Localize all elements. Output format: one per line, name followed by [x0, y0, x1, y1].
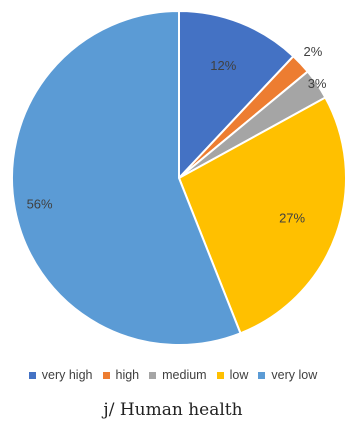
pie-chart: 12% 2% 3% 27% 56%: [11, 9, 346, 346]
legend-label-low: low: [229, 368, 249, 382]
slice-label-high: 2%: [304, 44, 323, 59]
legend-swatch-medium: [149, 371, 157, 379]
pie-slice-low: [177, 96, 346, 335]
legend-item-very-low: very low: [258, 368, 317, 382]
slice-label-low: 27%: [279, 211, 305, 226]
legend-label-high: high: [115, 368, 140, 382]
slice-label-very-high: 12%: [210, 58, 236, 73]
legend-label-very-low: very low: [271, 368, 318, 382]
legend-item-low: low: [216, 368, 249, 382]
legend-swatch-very-high: [28, 371, 36, 379]
slice-label-very-low: 56%: [27, 197, 53, 212]
pie-slice-very-low: [11, 9, 242, 346]
legend-swatch-low: [216, 371, 224, 379]
legend-item-high: high: [102, 368, 140, 382]
legend-swatch-very-low: [258, 371, 266, 379]
legend-label-medium: medium: [162, 368, 207, 382]
pie-slice-very-high: [178, 9, 295, 181]
chart-caption: j/ Human health: [103, 400, 243, 420]
legend-item-very-high: very high: [28, 368, 93, 382]
legend-item-medium: medium: [149, 368, 207, 382]
legend-label-very-high: very high: [41, 368, 93, 382]
legend-swatch-high: [102, 371, 110, 379]
legend: very high high medium low very low: [0, 368, 346, 382]
slice-label-medium: 3%: [308, 76, 327, 91]
